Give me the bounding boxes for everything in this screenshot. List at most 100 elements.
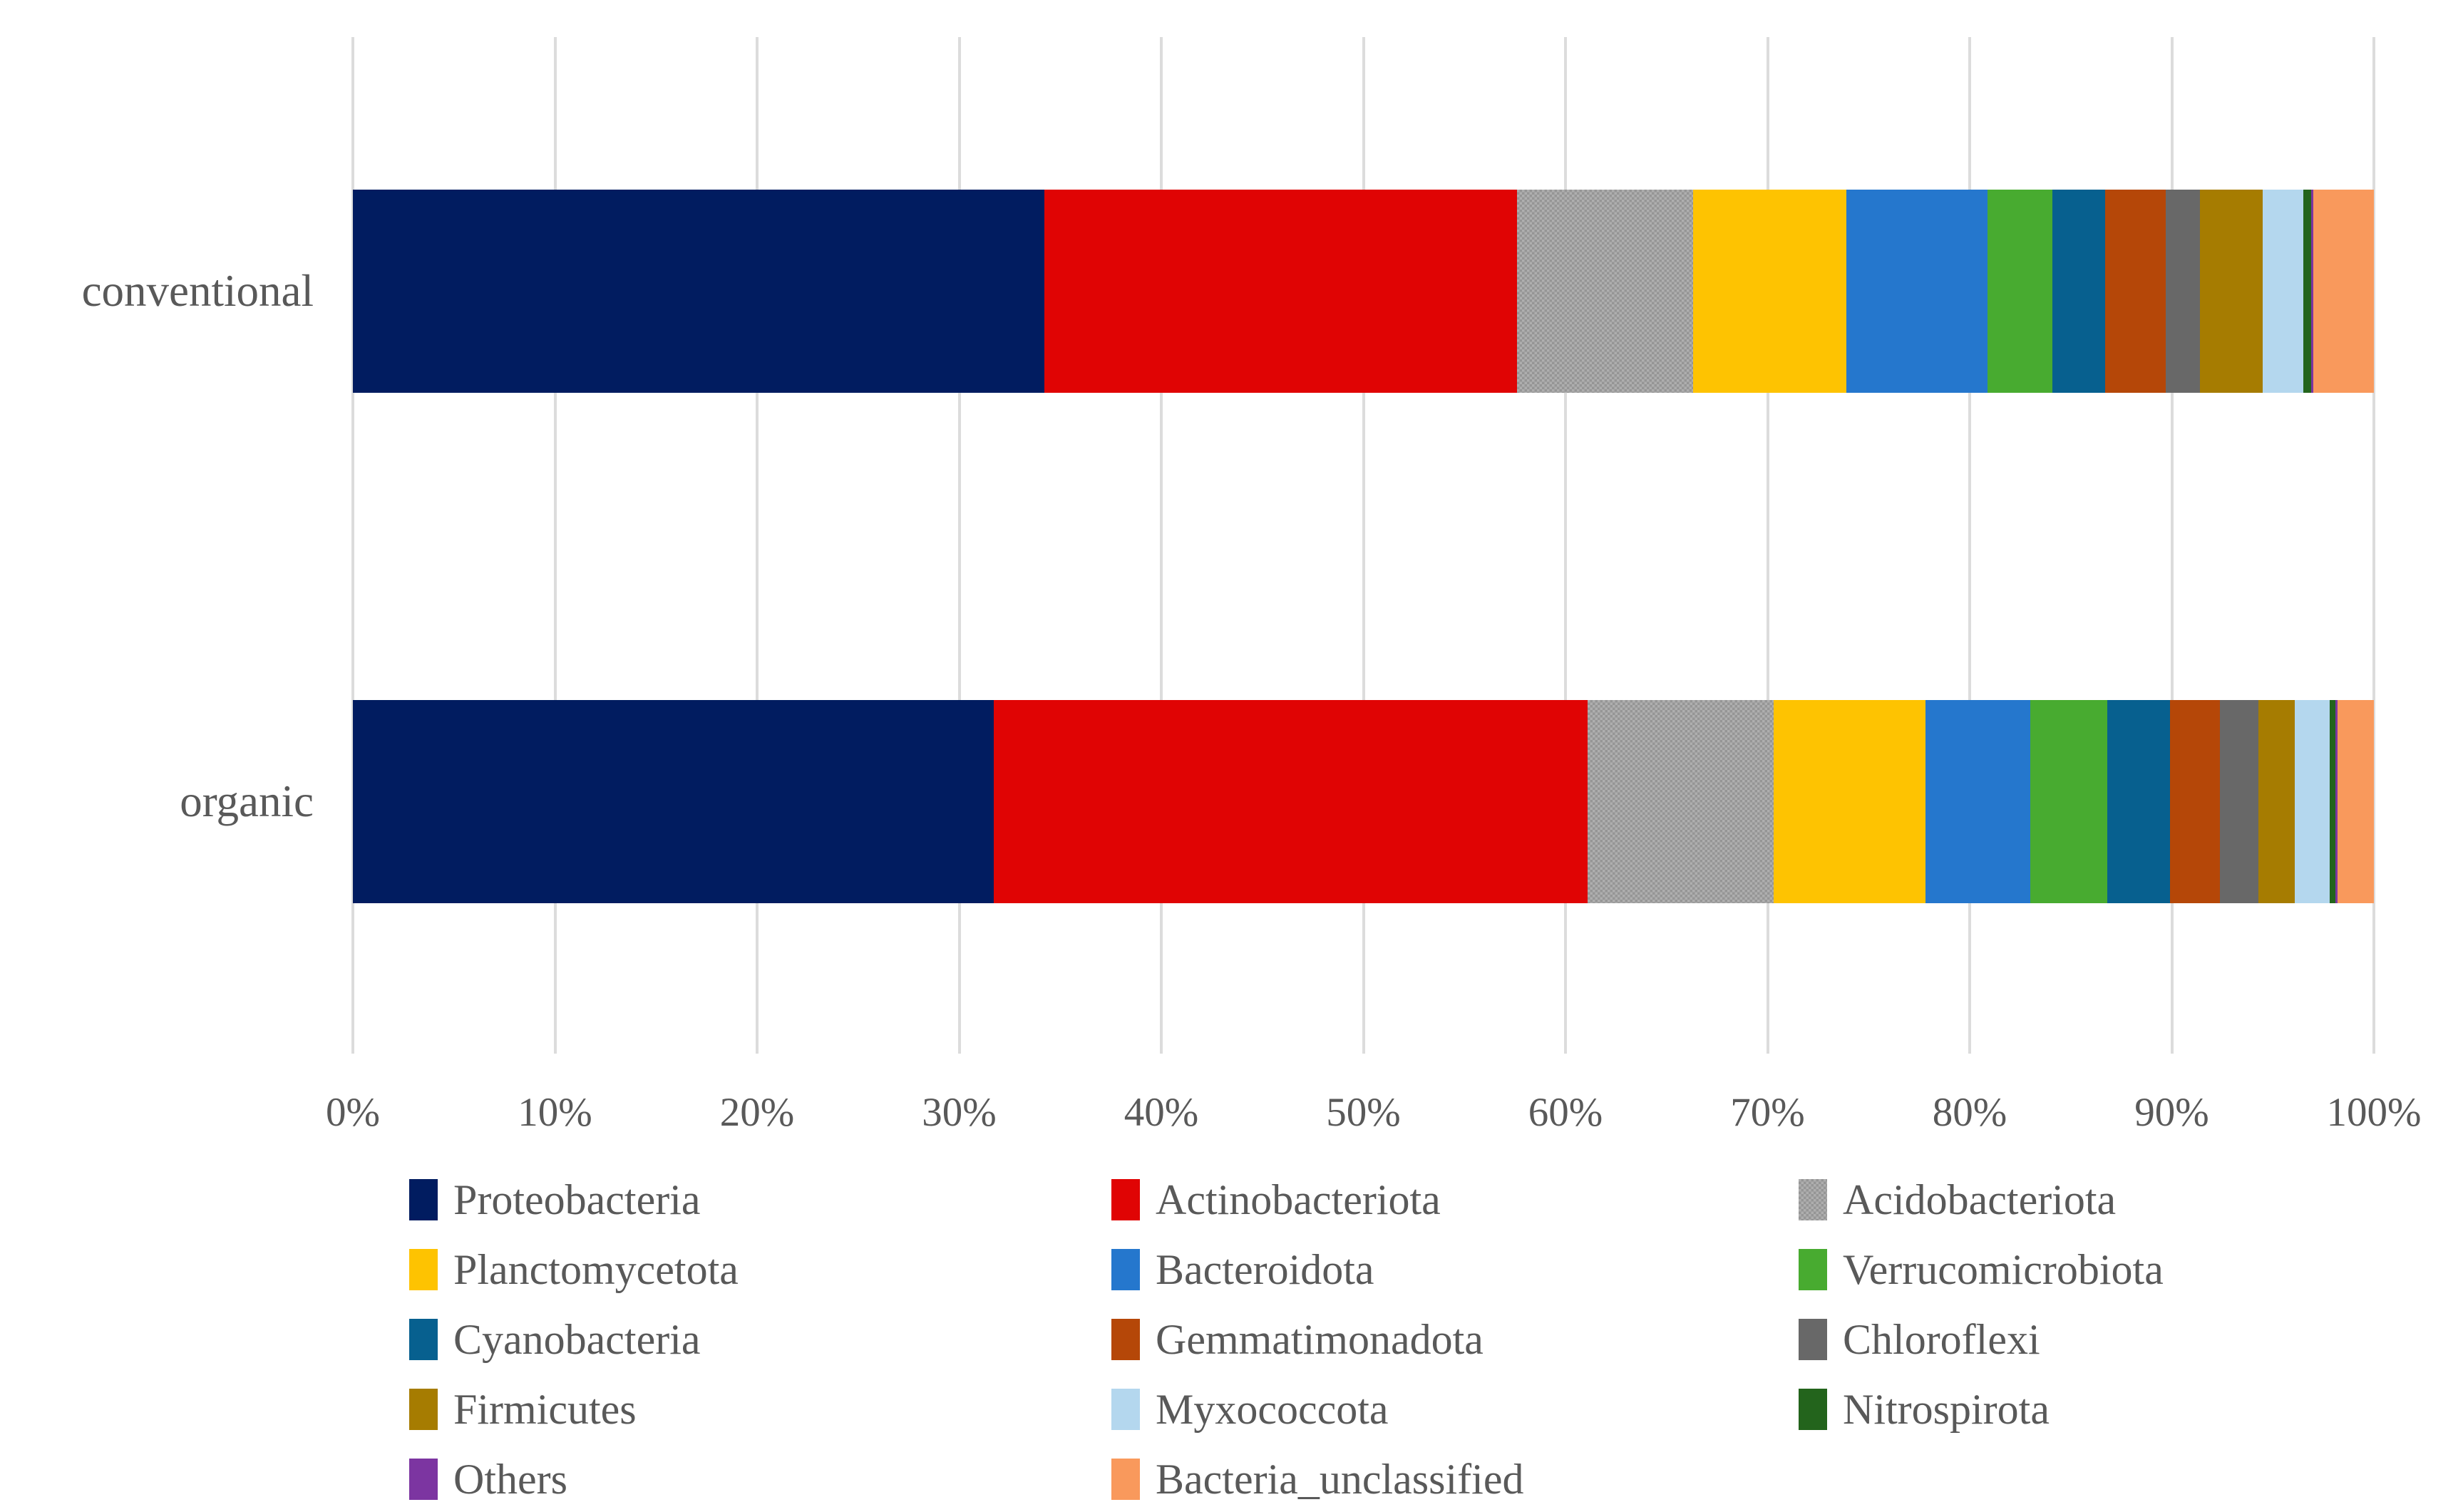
legend-label-verrucomicrobiota: Verrucomicrobiota [1843, 1246, 2164, 1293]
x-tick-label-100: 100% [2326, 1090, 2422, 1135]
x-tick-label-70: 70% [1730, 1090, 1805, 1135]
gridline [1362, 37, 1365, 1054]
x-tick-label-50: 50% [1326, 1090, 1401, 1135]
bar-segment-myxococcota [2295, 700, 2330, 903]
gridline [756, 37, 759, 1054]
bar-segment-nitrospirota [2329, 700, 2336, 903]
gridline [1564, 37, 1567, 1054]
legend-item-verrucomicrobiota: Verrucomicrobiota [1799, 1243, 2164, 1297]
bar-segment-gemmatimonadota [2169, 700, 2221, 903]
legend-swatch-myxococcota [1111, 1389, 1140, 1430]
bar-segment-verrucomicrobiota [1988, 190, 2053, 393]
legend-label-firmicutes: Firmicutes [453, 1386, 637, 1433]
gridline [1766, 37, 1769, 1054]
gridline [1968, 37, 1971, 1054]
legend-label-bacteria_unclassified: Bacteria_unclassified [1156, 1456, 1524, 1503]
bar-segment-others [2311, 190, 2313, 393]
x-tick-label-0: 0% [326, 1090, 380, 1135]
bar-segment-acidobacteriota [1516, 190, 1693, 393]
legend-item-gemmatimonadota: Gemmatimonadota [1111, 1312, 1484, 1367]
gridline [1160, 37, 1163, 1054]
legend-swatch-others [409, 1459, 438, 1500]
bar-segment-cyanobacteria [2107, 700, 2170, 903]
legend-swatch-proteobacteria [409, 1179, 438, 1220]
bar-segment-proteobacteria [353, 190, 1044, 393]
legend-swatch-bacteroidota [1111, 1249, 1140, 1290]
gridline [351, 37, 354, 1054]
bar-segment-myxococcota [2263, 190, 2303, 393]
legend-item-nitrospirota: Nitrospirota [1799, 1382, 2050, 1436]
legend-item-acidobacteriota: Acidobacteriota [1799, 1173, 2116, 1227]
legend-label-actinobacteriota: Actinobacteriota [1156, 1176, 1441, 1223]
bar-segment-gemmatimonadota [2104, 190, 2166, 393]
legend-label-myxococcota: Myxococcota [1156, 1386, 1389, 1433]
bar-segment-planctomycetota [1692, 190, 1847, 393]
bar-segment-actinobacteriota [993, 700, 1588, 903]
legend-swatch-gemmatimonadota [1111, 1319, 1140, 1360]
gridline [2170, 37, 2174, 1054]
plot-area [351, 37, 2375, 1054]
legend-swatch-actinobacteriota [1111, 1179, 1140, 1220]
category-label-conventional: conventional [81, 266, 314, 316]
x-tick-label-30: 30% [922, 1090, 997, 1135]
legend-item-bacteria_unclassified: Bacteria_unclassified [1111, 1452, 1523, 1506]
x-tick-label-90: 90% [2134, 1090, 2209, 1135]
bar-segment-chloroflexi [2220, 700, 2259, 903]
x-tick-label-20: 20% [719, 1090, 795, 1135]
bars-layer [353, 37, 2374, 1054]
legend-item-firmicutes: Firmicutes [409, 1382, 637, 1436]
legend-item-cyanobacteria: Cyanobacteria [409, 1312, 701, 1367]
bar-segment-proteobacteria [353, 700, 994, 903]
x-tick-label-80: 80% [1932, 1090, 2007, 1135]
legend-swatch-nitrospirota [1799, 1389, 1827, 1430]
legend-swatch-planctomycetota [409, 1249, 438, 1290]
gridline [957, 37, 961, 1054]
bar-segment-chloroflexi [2165, 190, 2201, 393]
x-tick-label-60: 60% [1528, 1090, 1603, 1135]
x-tick-label-10: 10% [518, 1090, 592, 1135]
legend-item-others: Others [409, 1452, 567, 1506]
bar-segment-verrucomicrobiota [2030, 700, 2107, 903]
legend-swatch-bacteria_unclassified [1111, 1459, 1140, 1500]
x-axis-tick-labels: 0% 10% 20% 30% 40% 50% 60% 70% 80% 90% 100% [326, 1089, 2421, 1146]
bar-row-conventional [353, 190, 2374, 393]
legend-label-proteobacteria: Proteobacteria [453, 1176, 701, 1223]
bar-segment-bacteria_unclassified [2313, 190, 2374, 393]
legend-item-bacteroidota: Bacteroidota [1111, 1243, 1374, 1297]
bar-segment-bacteria_unclassified [2337, 700, 2374, 903]
legend-label-nitrospirota: Nitrospirota [1843, 1386, 2050, 1433]
gridline [2372, 37, 2375, 1054]
bar-segment-firmicutes [2258, 700, 2295, 903]
bar-segment-others [2335, 700, 2338, 903]
bar-segment-actinobacteriota [1044, 190, 1517, 393]
legend-swatch-cyanobacteria [409, 1319, 438, 1360]
bar-segment-acidobacteriota [1588, 700, 1774, 903]
bar-segment-firmicutes [2200, 190, 2263, 393]
category-label-organic: organic [180, 776, 314, 826]
bar-segment-cyanobacteria [2052, 190, 2105, 393]
bar-segment-bacteroidota [1846, 190, 1988, 393]
legend-label-others: Others [453, 1456, 567, 1503]
legend-item-planctomycetota: Planctomycetota [409, 1243, 739, 1297]
legend-swatch-verrucomicrobiota [1799, 1249, 1827, 1290]
legend-item-actinobacteriota: Actinobacteriota [1111, 1173, 1441, 1227]
legend-label-acidobacteriota: Acidobacteriota [1843, 1176, 2117, 1223]
bar-row-organic [353, 700, 2374, 903]
legend-label-bacteroidota: Bacteroidota [1156, 1246, 1374, 1293]
legend-label-chloroflexi: Chloroflexi [1843, 1316, 2040, 1363]
legend-item-proteobacteria: Proteobacteria [409, 1173, 701, 1227]
x-tick-label-40: 40% [1123, 1090, 1199, 1135]
bar-segment-planctomycetota [1773, 700, 1925, 903]
legend-label-cyanobacteria: Cyanobacteria [453, 1316, 701, 1363]
legend-swatch-acidobacteriota [1799, 1179, 1827, 1220]
bar-segment-bacteroidota [1925, 700, 2031, 903]
legend-swatch-chloroflexi [1799, 1319, 1827, 1360]
legend-item-myxococcota: Myxococcota [1111, 1382, 1389, 1436]
legend-swatch-firmicutes [409, 1389, 438, 1430]
bar-segment-nitrospirota [2303, 190, 2312, 393]
legend-label-gemmatimonadota: Gemmatimonadota [1156, 1316, 1484, 1363]
gridline [553, 37, 557, 1054]
legend-label-planctomycetota: Planctomycetota [453, 1246, 739, 1293]
